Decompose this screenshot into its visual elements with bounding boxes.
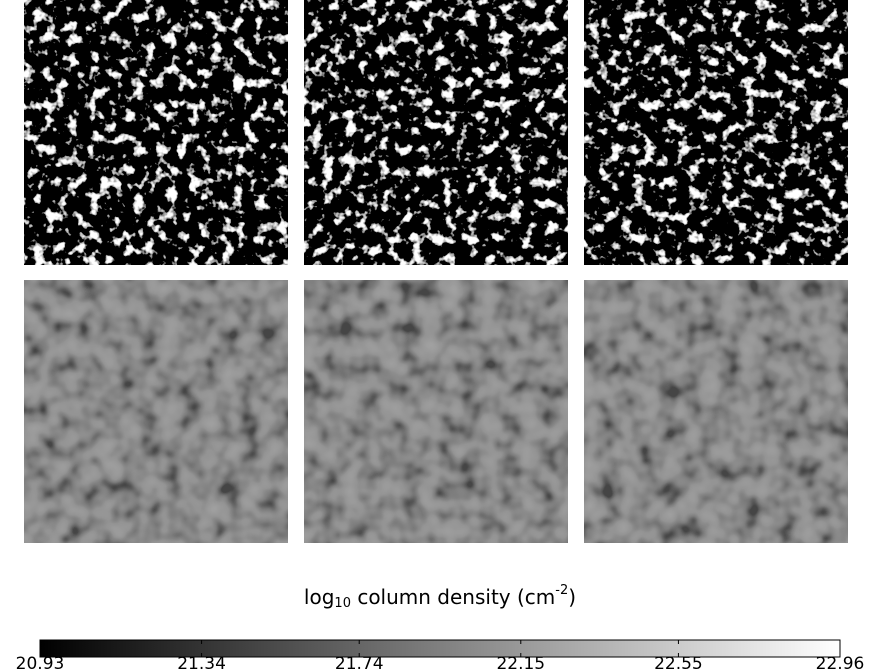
x-tick-label: 22.55 [654, 654, 703, 672]
label-sub: 10 [334, 596, 351, 611]
x-tick-label: 22.96 [816, 654, 865, 672]
map-panel [584, 0, 848, 265]
map-panel [24, 280, 288, 543]
x-tick-label: 20.93 [16, 654, 65, 672]
map-panel [304, 0, 568, 265]
label-middle: column density (cm [351, 585, 555, 609]
label-sup: -2 [555, 583, 568, 598]
map-panel [24, 0, 288, 265]
x-tick-label: 21.34 [177, 654, 226, 672]
colorbar-label: log10 column density (cm-2) [304, 583, 576, 611]
x-tick-label: 22.15 [496, 654, 545, 672]
map-panel [304, 280, 568, 543]
colorbar [39, 639, 841, 658]
label-end: ) [568, 585, 576, 609]
label-main: log [304, 585, 335, 609]
x-tick-label: 21.74 [335, 654, 384, 672]
map-panel [584, 280, 848, 543]
